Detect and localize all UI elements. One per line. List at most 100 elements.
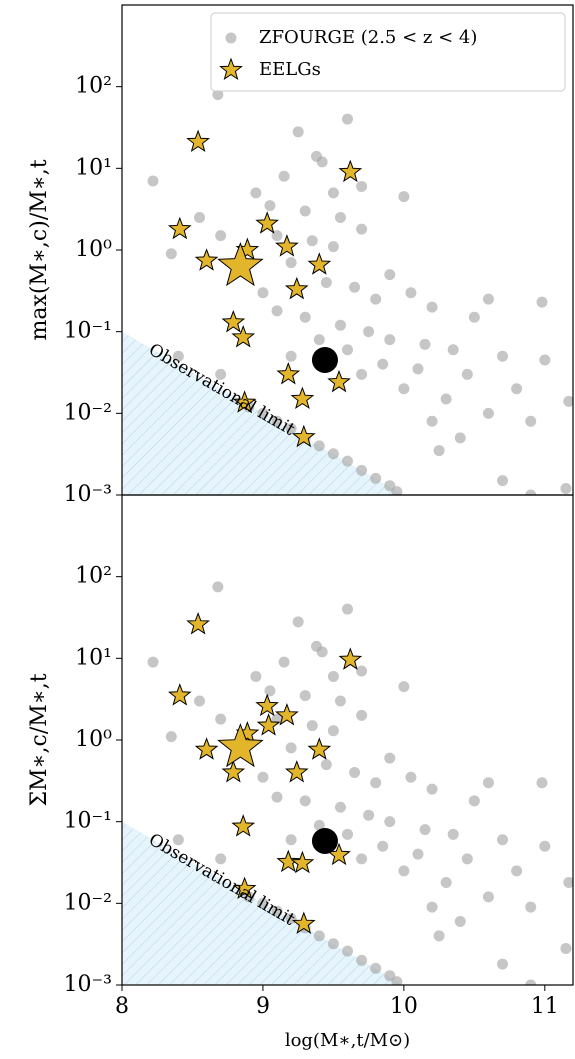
scatter-point: [285, 423, 297, 435]
scatter-point: [356, 853, 368, 865]
star-point: [291, 424, 316, 448]
scatter-point: [257, 897, 269, 909]
star-point: [290, 386, 315, 410]
scatter-point: [447, 344, 459, 356]
scatter-point: [327, 448, 339, 460]
scatter-point: [356, 954, 368, 966]
scatter-point: [250, 670, 262, 682]
star-point: [276, 849, 301, 873]
scatter-point: [398, 191, 410, 203]
scatter-point: [147, 656, 159, 668]
star-point: [186, 611, 210, 635]
scatter-point: [525, 979, 537, 985]
scatter-point: [419, 338, 431, 350]
scatter-point: [299, 795, 311, 807]
scatter-point: [212, 581, 224, 593]
y-tick-label: 10⁻²: [64, 400, 112, 425]
scatter-point: [313, 819, 325, 831]
y-tick-label: 10⁰: [75, 237, 112, 262]
scatter-point: [285, 350, 297, 362]
scatter-point: [313, 334, 325, 346]
scatter-point: [370, 962, 382, 974]
scatter-point: [212, 89, 224, 101]
scatter-point: [285, 742, 297, 754]
scatter-point: [147, 175, 159, 187]
scatter-point: [313, 930, 325, 942]
scatter-point: [412, 848, 424, 860]
star-point: [290, 850, 315, 874]
observational-limit-hatch: [122, 331, 404, 495]
scatter-point: [316, 646, 328, 658]
scatter-point: [370, 472, 382, 484]
star-point: [194, 248, 219, 271]
x-tick-label: 9: [256, 994, 270, 1019]
star-point: [275, 702, 299, 726]
scatter-point: [215, 368, 227, 380]
scatter-point: [426, 901, 438, 913]
scatter-point: [349, 766, 361, 778]
scatter-point: [560, 483, 572, 495]
scatter-point: [468, 795, 480, 807]
scatter-point: [536, 777, 548, 789]
scatter-point: [370, 777, 382, 789]
scatter-point: [271, 415, 283, 427]
star-point: [307, 737, 332, 760]
scatter-point: [285, 834, 297, 846]
scatter-point: [311, 346, 338, 373]
star-point: [217, 723, 264, 768]
scatter-point: [342, 603, 353, 615]
scatter-point: [405, 287, 417, 299]
y-tick-label: 10²: [75, 74, 112, 99]
scatter-point: [257, 287, 269, 299]
scatter-point: [334, 801, 346, 813]
y-tick-label: 10⁻³: [64, 482, 112, 507]
scatter-point: [426, 301, 438, 313]
scatter-point: [497, 475, 509, 487]
star-point: [231, 324, 256, 348]
scatter-point: [398, 865, 410, 877]
scatter-point: [539, 840, 551, 852]
star-point: [284, 760, 309, 783]
scatter-point: [250, 187, 262, 199]
scatter-point: [482, 407, 494, 419]
scatter-point: [194, 695, 206, 707]
scatter-point: [356, 464, 368, 476]
star-point: [255, 693, 279, 717]
star-point: [275, 234, 299, 257]
star-point: [221, 760, 246, 783]
scatter-point: [306, 720, 318, 732]
scatter-point: [482, 293, 494, 305]
scatter-point: [356, 709, 368, 721]
scatter-point: [327, 241, 339, 253]
star-point: [232, 876, 257, 900]
scatter-point: [461, 853, 473, 865]
scatter-point: [215, 713, 227, 725]
star-point: [276, 361, 301, 385]
scatter-point: [454, 915, 466, 927]
y-tick-label: 10²: [75, 564, 112, 589]
star-point: [217, 241, 264, 287]
y-tick-label: 10⁰: [75, 727, 112, 752]
scatter-point: [342, 455, 353, 467]
scatter-point: [342, 113, 353, 125]
scatter-point: [398, 383, 410, 395]
scatter-point: [349, 281, 361, 293]
scatter-point: [384, 752, 396, 764]
scatter-point: [215, 853, 227, 865]
scatter-point: [299, 690, 311, 702]
scatter-point: [511, 865, 523, 877]
scatter-point: [320, 276, 332, 288]
scatter-point: [482, 891, 494, 903]
scatter-point: [398, 681, 410, 693]
scatter-point: [377, 840, 389, 852]
legend-marker: [225, 32, 237, 44]
scatter-point: [525, 901, 537, 913]
star-point: [338, 159, 363, 183]
scatter-point: [334, 695, 346, 707]
scatter-point: [292, 616, 304, 628]
y-axis-label: max(M∗,c)/M∗,t: [27, 159, 52, 340]
star-point: [284, 276, 309, 300]
scatter-point: [405, 771, 417, 783]
y-tick-label: 10¹: [75, 155, 112, 180]
scatter-point: [356, 223, 368, 235]
